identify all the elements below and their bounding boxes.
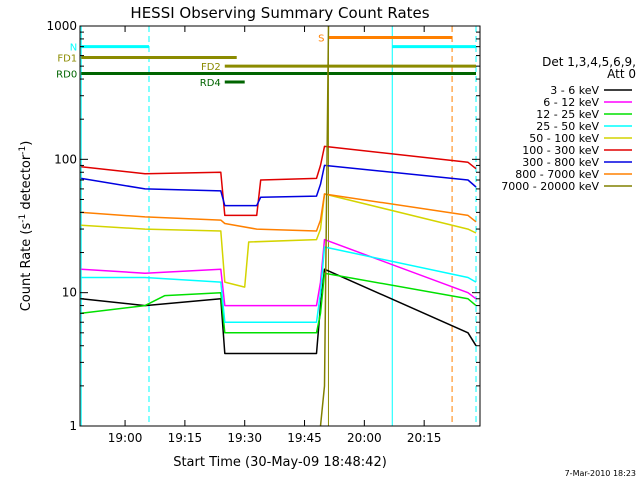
plot-frame bbox=[79, 25, 481, 427]
legend-label-4: 50 - 100 keV bbox=[529, 132, 599, 145]
legend-label-1: 6 - 12 keV bbox=[543, 96, 599, 109]
x-tick-label-0: 19:00 bbox=[108, 431, 143, 445]
series-line-7 bbox=[81, 193, 477, 232]
x-axis-ticks: 19:00 19:15 19:30 19:45 20:00 20:15 bbox=[108, 26, 442, 445]
legend-label-2: 12 - 25 keV bbox=[536, 108, 599, 121]
flag-bars: N S FD1 FD2 RD0 RD4 bbox=[56, 33, 477, 89]
series-line-3 bbox=[81, 246, 477, 323]
y-axis-label-sup2: -1 bbox=[18, 146, 28, 155]
flag-label-6: RD4 bbox=[200, 78, 221, 89]
x-tick-label-1: 19:15 bbox=[168, 431, 203, 445]
flag-label-5: RD0 bbox=[56, 70, 77, 81]
reference-lines bbox=[80, 26, 477, 426]
series-line-8 bbox=[319, 25, 330, 427]
y-axis-label: Count Rate (s-1 detector-1) bbox=[18, 141, 34, 312]
plot-background bbox=[80, 26, 480, 426]
series-line-4 bbox=[81, 193, 477, 288]
y-axis-label-suffix: ) bbox=[19, 141, 34, 146]
chart-title: HESSI Observing Summary Count Rates bbox=[130, 4, 429, 22]
series-line-0 bbox=[81, 268, 477, 355]
legend-header-line1: Det 1,3,4,5,6,9, bbox=[542, 55, 636, 69]
x-tick-label-2: 19:30 bbox=[227, 431, 262, 445]
x-tick-label-3: 19:45 bbox=[287, 431, 322, 445]
y-axis-label-sup1: -1 bbox=[18, 214, 28, 223]
series-line-6 bbox=[81, 164, 477, 207]
legend-label-0: 3 - 6 keV bbox=[550, 84, 599, 97]
y-axis-label-mid: detector bbox=[19, 154, 34, 214]
y-tick-label-3: 1000 bbox=[46, 19, 77, 33]
legend-label-6: 300 - 800 keV bbox=[522, 156, 599, 169]
flag-label-0: N bbox=[70, 43, 77, 54]
legend-label-3: 25 - 50 keV bbox=[536, 120, 599, 133]
y-tick-label-0: 1 bbox=[69, 419, 77, 433]
series-line-5 bbox=[81, 145, 477, 217]
y-tick-label-1: 10 bbox=[62, 286, 77, 300]
legend-label-5: 100 - 300 keV bbox=[522, 144, 599, 157]
series-line-1 bbox=[81, 238, 477, 307]
series-lines bbox=[81, 25, 477, 427]
legend-label-7: 800 - 7000 keV bbox=[515, 168, 599, 181]
x-tick-label-4: 20:00 bbox=[347, 431, 382, 445]
flag-label-2: S bbox=[318, 33, 324, 44]
y-axis-ticks: 1 10 100 1000 bbox=[46, 19, 480, 433]
footer-date: 7-Mar-2010 18:23 bbox=[565, 469, 636, 478]
legend-label-8: 7000 - 20000 keV bbox=[501, 180, 599, 193]
x-tick-label-5: 20:15 bbox=[407, 431, 442, 445]
y-tick-label-2: 100 bbox=[54, 152, 77, 166]
flag-label-3: FD1 bbox=[57, 54, 77, 65]
series-line-2 bbox=[81, 272, 477, 334]
legend-header-line2: Att 0 bbox=[607, 67, 636, 81]
x-axis-label: Start Time (30-May-09 18:48:42) bbox=[173, 455, 387, 470]
y-axis-label-prefix: Count Rate (s bbox=[19, 223, 34, 312]
flag-label-4: FD2 bbox=[201, 62, 221, 73]
